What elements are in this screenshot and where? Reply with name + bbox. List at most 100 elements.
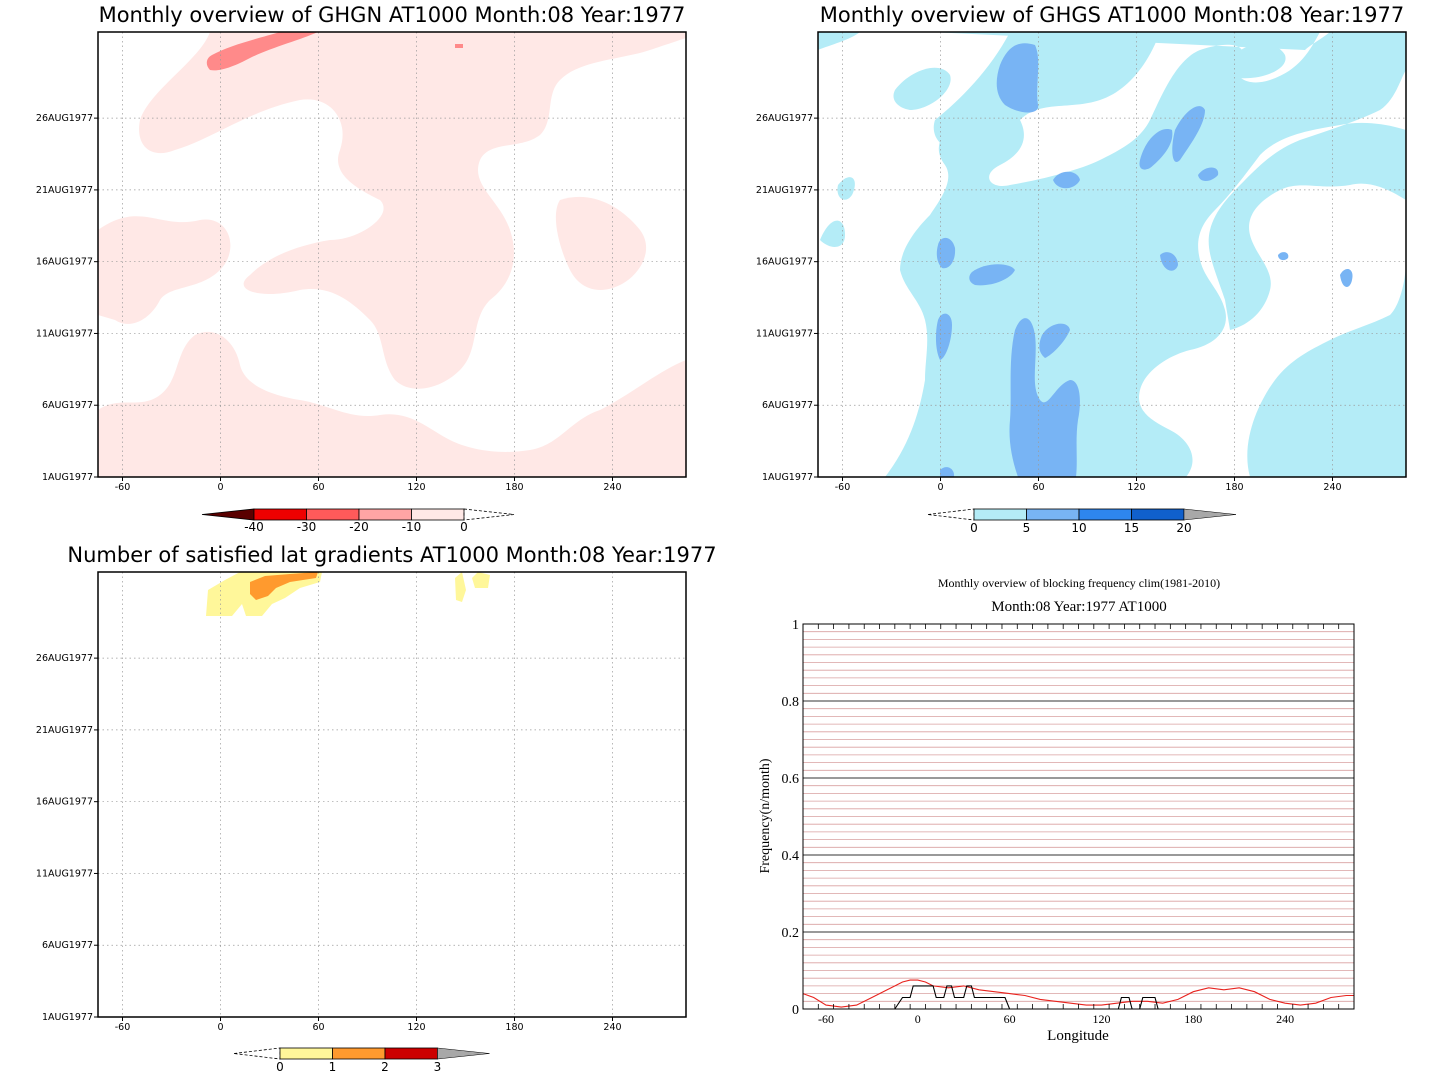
ghgn-xtick-label: 120 xyxy=(407,482,425,493)
blocking-ytick-label: 0 xyxy=(792,1003,799,1018)
ghgs-ytick-label: 11AUG1977 xyxy=(756,328,813,339)
blocking-xtick-label: 180 xyxy=(1184,1012,1202,1026)
ghgn-cb-label: -30 xyxy=(297,520,317,534)
ghgs-contour-pale-9 xyxy=(1340,34,1395,61)
ghgn-panel: Monthly overview of GHGN AT1000 Month:08… xyxy=(36,3,687,534)
ghgs-cb-box xyxy=(1131,508,1185,521)
ghgn-contour-pale-3 xyxy=(98,331,686,477)
blocking-title: Monthly overview of blocking frequency c… xyxy=(938,576,1220,590)
blocking-xtick-label: -60 xyxy=(818,1012,834,1026)
grad-cb-label: 1 xyxy=(329,1060,337,1074)
ghgs-contour-mid-9 xyxy=(1340,268,1353,287)
grad-cb-box xyxy=(279,1047,333,1060)
ghgn-xtick-label: 0 xyxy=(217,482,223,493)
ghgs-cb-box xyxy=(1078,508,1132,521)
blocking-ylabel: Frequency(n/month) xyxy=(758,758,773,873)
ghgn-gridlines xyxy=(98,32,686,477)
ghgn-contours xyxy=(98,32,686,477)
ghgs-contour-pale-8 xyxy=(893,67,951,110)
ghgn-xtick-label: 180 xyxy=(505,482,523,493)
ghgs-contour-pale-2 xyxy=(933,32,1160,150)
ghgn-cb-box xyxy=(358,508,412,521)
grad-ytick-label: 11AUG1977 xyxy=(36,868,93,879)
ghgs-cb-label: 20 xyxy=(1176,521,1191,535)
ghgs-ytick-label: 21AUG1977 xyxy=(756,185,813,196)
blocking-ytick-label: 0.4 xyxy=(782,849,800,864)
ghgs-xtick-label: 240 xyxy=(1323,482,1341,493)
ghgs-frame xyxy=(817,31,1407,478)
blocking-xtick-label: 240 xyxy=(1276,1012,1294,1026)
ghgn-cb-label: -20 xyxy=(349,520,369,534)
ghgn-contour-mid xyxy=(206,32,318,71)
blocking-xtick-label: 0 xyxy=(915,1012,921,1026)
grad-xtick-label: 240 xyxy=(603,1022,621,1033)
ghgs-panel: Monthly overview of GHGS AT1000 Month:08… xyxy=(756,3,1407,535)
ghgs-cb-label: 15 xyxy=(1124,521,1139,535)
ghgs-contour-mid-4 xyxy=(1053,171,1080,189)
blocking-axes: -60 0 60 120 180 240 0 0.2 0.4 0.6 0.8 1 xyxy=(782,618,1355,1026)
ghgn-cb-high xyxy=(463,508,515,521)
ghgs-contour-mid-14 xyxy=(1278,252,1289,261)
ghgn-cb-label: 0 xyxy=(460,520,468,534)
grad-ytick-label: 1AUG1977 xyxy=(42,1012,93,1023)
ghgn-ytick-label: 1AUG1977 xyxy=(42,472,93,483)
ghgs-ytick-label: 26AUG1977 xyxy=(756,113,813,124)
ghgs-contour-mid-11 xyxy=(1039,323,1070,358)
ghgs-ytick-label: 16AUG1977 xyxy=(756,257,813,268)
ghgn-colorbar: -40 -30 -20 -10 0 xyxy=(201,508,515,534)
ghgn-ytick-label: 6AUG1977 xyxy=(42,400,93,411)
blocking-ytick-label: 0.2 xyxy=(782,926,800,941)
ghgs-contour-mid-3 xyxy=(1172,106,1205,162)
blocking-ytick-label: 0.6 xyxy=(782,772,800,787)
grad-xtick-label: 0 xyxy=(217,1022,223,1033)
ghgn-ytick-label: 26AUG1977 xyxy=(36,113,93,124)
grad-title: Number of satisfied lat gradients AT1000… xyxy=(67,543,716,567)
ghgs-cb-box xyxy=(1026,508,1080,521)
ghgn-cb-box xyxy=(306,508,360,521)
ghgs-contour-mid-13 xyxy=(940,467,955,477)
grad-panel: Number of satisfied lat gradients AT1000… xyxy=(36,543,717,1074)
ghgn-contour-pale-4 xyxy=(555,196,647,290)
ghgs-xtick-label: 60 xyxy=(1032,482,1044,493)
ghgs-contour-mid-5 xyxy=(1198,167,1219,182)
blocking-subtitle: Month:08 Year:1977 AT1000 xyxy=(991,599,1166,615)
grad-cb-box xyxy=(384,1047,438,1060)
ghgs-contour-pale-7 xyxy=(1349,73,1371,91)
grad-gridlines xyxy=(98,572,686,1017)
grad-frame xyxy=(97,571,687,1018)
grad-ytick-label: 26AUG1977 xyxy=(36,653,93,664)
blocking-xtick-label: 120 xyxy=(1092,1012,1110,1026)
ghgn-ytick-label: 16AUG1977 xyxy=(36,257,93,268)
ghgs-xtick-label: 120 xyxy=(1127,482,1145,493)
ghgs-axes: -60 0 60 120 180 240 26AUG1977 21AUG1977 16AUG19… xyxy=(756,113,1342,493)
ghgn-axes: -60 0 60 120 180 240 26AUG1977 21AUG1977 16AUG19… xyxy=(36,113,622,493)
ghgs-gridlines xyxy=(818,32,1406,477)
ghgn-frame xyxy=(97,31,687,478)
ghgs-cb-label: 0 xyxy=(970,521,978,535)
blocking-ytick-label: 0.8 xyxy=(782,695,800,710)
ghgn-cb-box xyxy=(253,508,307,521)
grad-cb-low xyxy=(233,1047,281,1060)
grad-xtick-label: 180 xyxy=(505,1022,523,1033)
ghgn-xtick-label: 60 xyxy=(312,482,324,493)
ghgn-ytick-label: 11AUG1977 xyxy=(36,328,93,339)
grad-contour-yellow-2 xyxy=(455,572,466,602)
ghgs-xtick-label: 0 xyxy=(937,482,943,493)
ghgn-contour-pale-2 xyxy=(98,216,231,324)
grad-contour-orange xyxy=(250,572,318,600)
ghgs-cb-label: 5 xyxy=(1023,521,1031,535)
ghgn-title: Monthly overview of GHGN AT1000 Month:08… xyxy=(99,3,686,27)
grad-xtick-label: 120 xyxy=(407,1022,425,1033)
blocking-series-line-0 xyxy=(802,979,1354,1008)
grad-cb-label: 3 xyxy=(434,1060,442,1074)
grad-ytick-label: 6AUG1977 xyxy=(42,940,93,951)
ghgs-contour-pale-6 xyxy=(1227,43,1286,79)
ghgs-xtick-label: -60 xyxy=(835,482,851,493)
ghgn-xtick-label: 240 xyxy=(603,482,621,493)
grad-xtick-label: 60 xyxy=(312,1022,324,1033)
ghgs-contour-mid-2 xyxy=(1139,129,1173,170)
grad-axes: -60 0 60 120 180 240 26AUG1977 21AUG1977 16AUG19… xyxy=(36,653,622,1033)
ghgs-title: Monthly overview of GHGS AT1000 Month:08… xyxy=(820,3,1404,27)
grad-ytick-label: 21AUG1977 xyxy=(36,725,93,736)
